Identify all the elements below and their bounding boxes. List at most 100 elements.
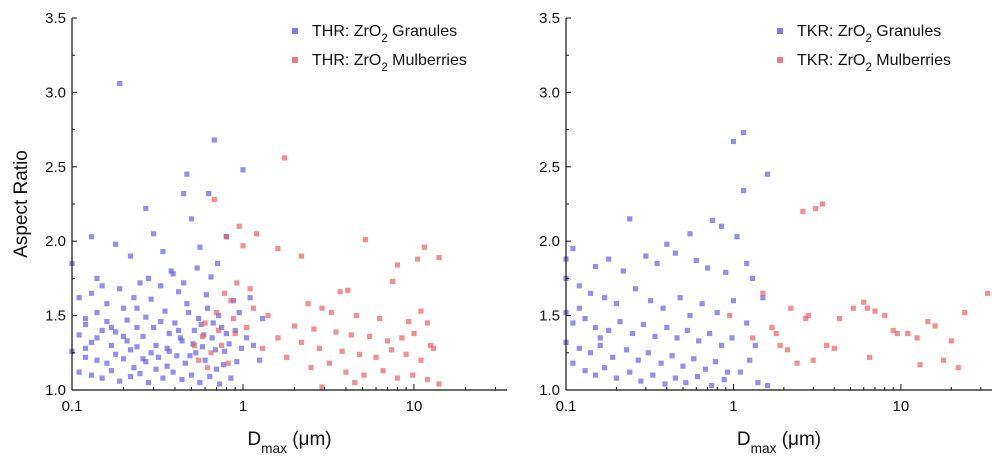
data-point-mulberries	[955, 365, 961, 371]
data-point-granules	[576, 345, 582, 351]
data-point-mulberries	[773, 330, 779, 337]
data-point-granules	[238, 345, 245, 351]
data-point-granules	[635, 357, 641, 363]
data-point-mulberries	[196, 357, 202, 363]
data-point-granules	[592, 372, 599, 378]
data-point-granules	[730, 138, 736, 145]
data-point-mulberries	[421, 244, 427, 250]
data-point-mulberries	[253, 231, 260, 237]
data-point-granules	[188, 216, 195, 222]
data-point-granules	[699, 301, 705, 307]
data-point-mulberries	[894, 330, 900, 337]
data-point-granules	[221, 362, 227, 368]
data-point-mulberries	[308, 365, 314, 371]
data-point-granules	[236, 310, 242, 316]
data-point-granules	[215, 260, 221, 267]
data-point-granules	[712, 359, 718, 365]
data-point-mulberries	[362, 237, 368, 243]
data-point-mulberries	[390, 278, 396, 284]
data-point-granules	[617, 319, 623, 325]
data-point-granules	[202, 357, 208, 363]
data-point-granules	[113, 241, 119, 247]
data-point-granules	[137, 280, 143, 286]
data-point-mulberries	[259, 345, 266, 351]
data-point-mulberries	[436, 255, 442, 261]
data-point-granules	[244, 335, 250, 341]
data-point-granules	[662, 381, 668, 387]
data-point-granules	[664, 241, 670, 247]
data-point-granules	[108, 324, 114, 331]
data-point-granules	[127, 253, 134, 259]
x-tick-label: 0.1	[556, 398, 577, 415]
data-point-mulberries	[941, 357, 947, 363]
data-point-mulberries	[427, 342, 434, 348]
data-point-mulberries	[384, 338, 391, 344]
data-point-mulberries	[204, 365, 211, 371]
data-point-granules	[707, 330, 713, 337]
data-point-granules	[669, 353, 675, 359]
data-point-granules	[694, 374, 701, 380]
data-point-granules	[576, 283, 582, 289]
data-point-granules	[184, 171, 190, 177]
data-point-granules	[127, 347, 134, 353]
data-point-mulberries	[333, 329, 339, 335]
data-point-mulberries	[925, 319, 931, 325]
data-point-granules	[174, 353, 180, 359]
data-point-granules	[148, 350, 154, 356]
data-point-mulberries	[424, 320, 431, 326]
data-point-mulberries	[394, 375, 400, 381]
data-point-granules	[587, 290, 594, 296]
data-point-granules	[94, 357, 100, 363]
data-point-mulberries	[424, 377, 431, 383]
data-point-mulberries	[232, 330, 238, 337]
data-point-granules	[140, 356, 146, 362]
data-point-granules	[143, 205, 149, 212]
data-point-granules	[597, 342, 603, 348]
data-point-granules	[620, 268, 626, 274]
data-point-mulberries	[305, 301, 311, 307]
data-point-granules	[99, 283, 105, 289]
data-point-granules	[166, 348, 172, 354]
data-point-mulberries	[411, 330, 417, 337]
x-tick-label: 1	[729, 398, 737, 415]
data-point-granules	[741, 188, 747, 194]
y-tick-label: 1.0	[539, 382, 560, 399]
data-point-granules	[674, 335, 680, 341]
data-point-granules	[645, 350, 651, 356]
data-point-granules	[632, 286, 639, 292]
data-point-mulberries	[337, 289, 343, 295]
data-point-mulberries	[430, 345, 437, 351]
data-point-granules	[76, 295, 82, 301]
data-point-mulberries	[380, 368, 386, 374]
data-point-mulberries	[373, 354, 379, 360]
data-point-mulberries	[329, 310, 335, 316]
data-point-mulberries	[230, 316, 237, 322]
data-point-granules	[151, 324, 157, 331]
data-point-mulberries	[836, 316, 843, 322]
data-point-mulberries	[345, 287, 351, 293]
data-point-mulberries	[208, 350, 214, 356]
legend-label-mulberries: TKR: ZrO2 Mulberries	[797, 52, 951, 74]
data-point-granules	[127, 374, 134, 380]
data-point-mulberries	[284, 354, 290, 360]
data-point-granules	[170, 369, 176, 375]
data-point-mulberries	[760, 290, 766, 296]
data-point-granules	[648, 298, 654, 304]
data-point-mulberries	[794, 360, 800, 366]
data-point-granules	[94, 310, 100, 316]
data-point-granules	[194, 265, 200, 271]
data-point-granules	[606, 327, 612, 334]
data-point-granules	[197, 244, 203, 250]
data-point-granules	[721, 377, 727, 383]
legend-marker-granules	[777, 28, 783, 34]
data-point-granules	[606, 256, 612, 262]
data-point-granules	[723, 269, 729, 275]
data-point-mulberries	[211, 196, 217, 203]
data-point-mulberries	[985, 290, 991, 296]
data-point-granules	[734, 234, 740, 240]
data-point-granules	[206, 191, 212, 197]
data-point-granules	[570, 360, 576, 366]
data-point-mulberries	[403, 351, 409, 357]
data-point-granules	[151, 231, 157, 237]
data-point-granules	[179, 338, 185, 344]
